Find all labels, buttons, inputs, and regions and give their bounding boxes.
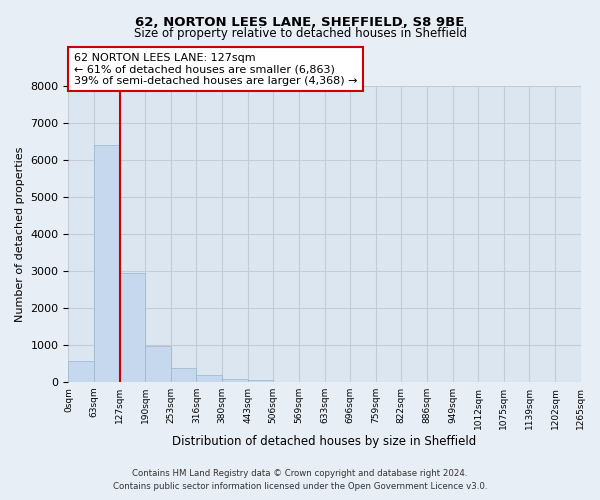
Bar bbox=[94, 145, 120, 382]
Y-axis label: Number of detached properties: Number of detached properties bbox=[15, 146, 25, 322]
Bar bbox=[120, 272, 145, 382]
Bar bbox=[248, 380, 273, 382]
Text: 62 NORTON LEES LANE: 127sqm
← 61% of detached houses are smaller (6,863)
39% of : 62 NORTON LEES LANE: 127sqm ← 61% of det… bbox=[74, 52, 357, 86]
Bar bbox=[145, 346, 171, 382]
X-axis label: Distribution of detached houses by size in Sheffield: Distribution of detached houses by size … bbox=[172, 434, 476, 448]
Bar bbox=[196, 376, 222, 382]
Bar bbox=[68, 361, 94, 382]
Text: Contains HM Land Registry data © Crown copyright and database right 2024.
Contai: Contains HM Land Registry data © Crown c… bbox=[113, 470, 487, 491]
Text: Size of property relative to detached houses in Sheffield: Size of property relative to detached ho… bbox=[133, 28, 467, 40]
Bar bbox=[222, 379, 248, 382]
Text: 62, NORTON LEES LANE, SHEFFIELD, S8 9BE: 62, NORTON LEES LANE, SHEFFIELD, S8 9BE bbox=[136, 16, 464, 29]
Title: 62, NORTON LEES LANE, SHEFFIELD, S8 9BE
Size of property relative to detached ho: 62, NORTON LEES LANE, SHEFFIELD, S8 9BE … bbox=[0, 499, 1, 500]
Bar bbox=[171, 368, 196, 382]
